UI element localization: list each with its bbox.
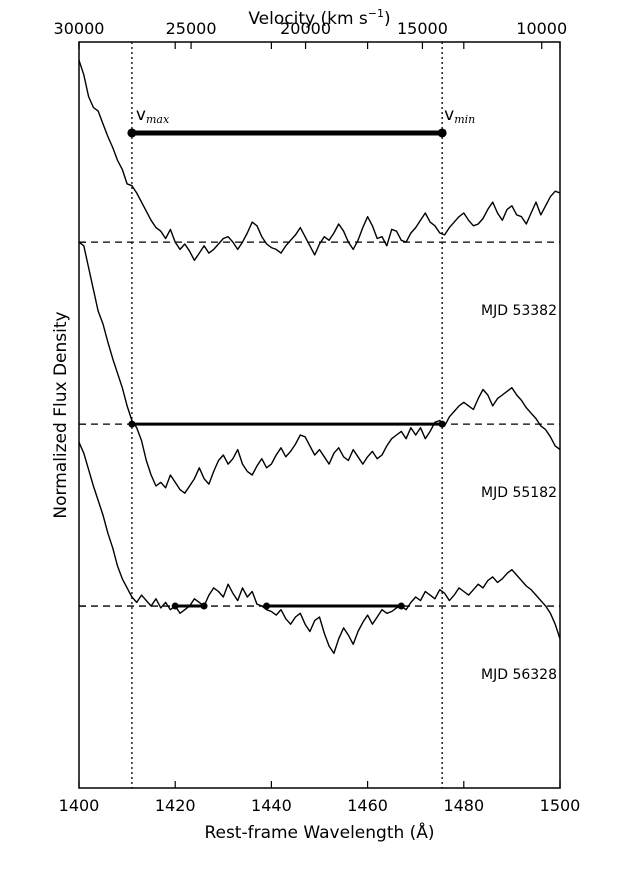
top-tick-label: 30000 <box>54 19 105 38</box>
spectra <box>78 59 561 655</box>
x-tick-label: 1420 <box>155 796 196 815</box>
top-tick-label: 20000 <box>280 19 331 38</box>
x-tick-label: 1400 <box>59 796 100 815</box>
bottom-axis-ticks: 1400 1420 1440 1460 1480 1500 <box>59 42 581 815</box>
x-tick-label: 1440 <box>251 796 292 815</box>
velocity-bar-0-start <box>128 420 136 428</box>
vmax-main: v <box>136 105 146 125</box>
velocity-bar-0-end <box>438 420 446 428</box>
vmin-sub: min <box>454 113 475 126</box>
velocity-bar-2-start <box>263 602 271 610</box>
velocity-bar-1-start <box>171 602 179 610</box>
y-axis-label: Normalized Flux Density <box>51 311 71 518</box>
epoch-label-0: MJD 53382 <box>481 303 557 319</box>
spectrum-line-2 <box>78 442 561 655</box>
top-axis-label-sup: −1 <box>368 7 384 20</box>
x-tick-label: 1480 <box>443 796 484 815</box>
top-tick-label: 10000 <box>516 19 567 38</box>
top-axis-label-main: Velocity (km s <box>248 9 368 29</box>
top-axis-label: Velocity (km s−1) <box>248 7 390 29</box>
vmax-sub: max <box>146 113 170 126</box>
epoch-label-1: MJD 55182 <box>481 485 557 501</box>
x-tick-label: 1460 <box>347 796 388 815</box>
velocity-annotations: vmax vmin <box>136 105 475 126</box>
top-tick-label: 15000 <box>397 19 448 38</box>
epoch-label-2: MJD 56328 <box>481 667 557 683</box>
vmax-annotation: vmax <box>136 105 170 126</box>
velocity-bars <box>127 128 447 610</box>
top-axis-ticks: 30000 25000 20000 15000 10000 <box>54 19 567 49</box>
epoch-labels: MJD 53382 MJD 55182 MJD 56328 <box>481 303 557 683</box>
vmin-annotation: vmin <box>444 105 475 126</box>
top-tick-label: 25000 <box>166 19 217 38</box>
velocity-bar-2-end <box>397 602 405 610</box>
vmin-main: v <box>444 105 454 125</box>
top-axis-label-end: ) <box>384 9 391 29</box>
spectrum-line-0 <box>78 59 561 261</box>
top-velocity-bar-start <box>127 128 137 138</box>
velocity-bar-1-end <box>200 602 208 610</box>
x-axis-label: Rest-frame Wavelength (Å) <box>204 821 434 843</box>
velocity-limit-lines <box>131 42 443 788</box>
left-axis-ticks <box>79 241 86 607</box>
top-velocity-bar-end <box>437 128 447 138</box>
plot-frame <box>78 41 561 789</box>
x-tick-label: 1500 <box>540 796 581 815</box>
spectrum-line-1 <box>78 241 561 494</box>
